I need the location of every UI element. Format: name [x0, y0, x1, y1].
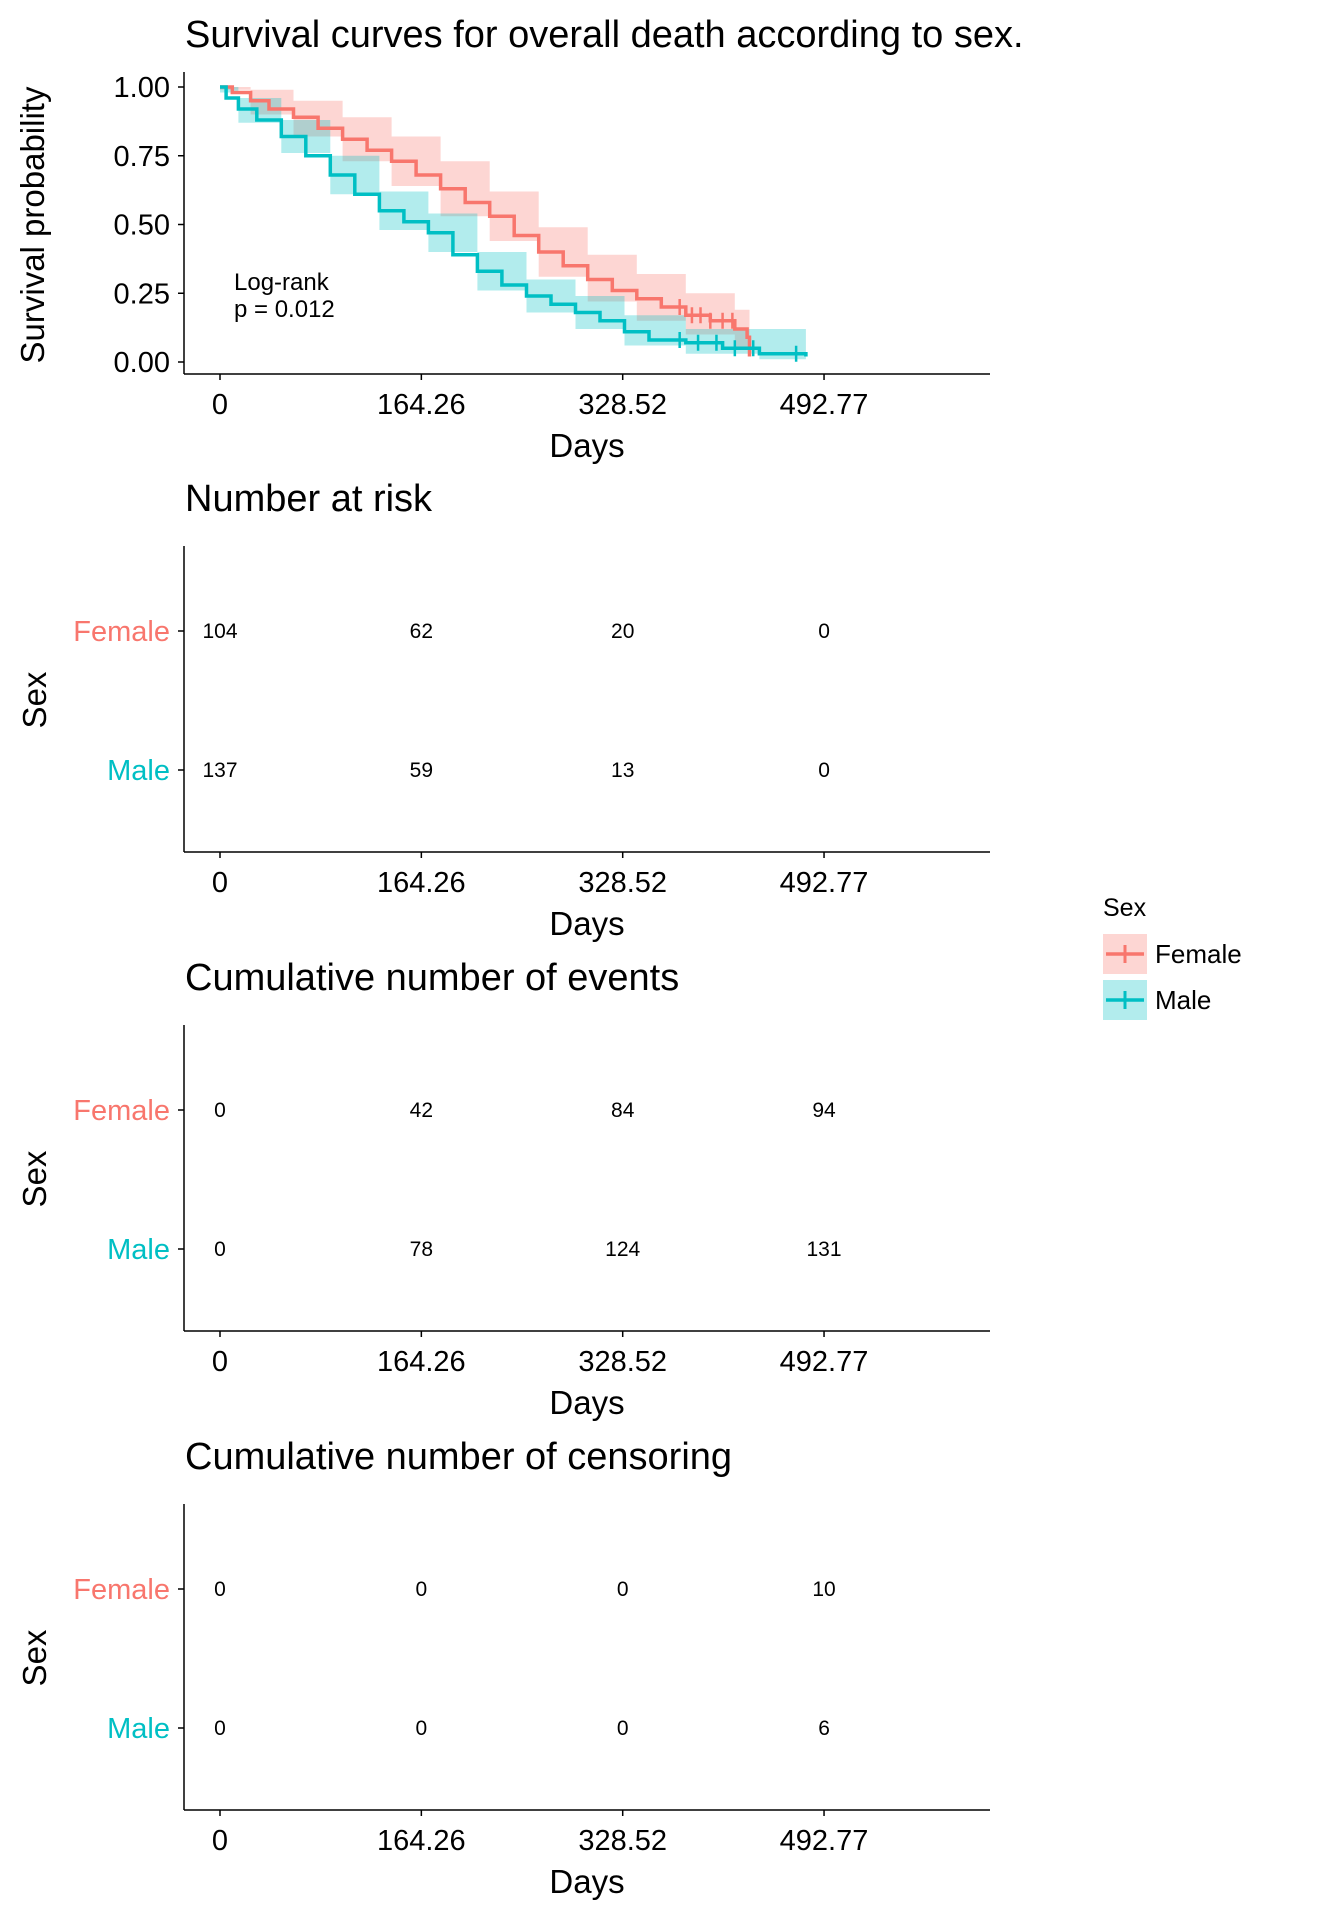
table-x-tick-label: 492.77: [780, 867, 869, 899]
legend-title: Sex: [1103, 894, 1147, 922]
table-cell: 0: [416, 1717, 428, 1740]
survival-line-female: [220, 85, 752, 357]
table-cell: 20: [611, 620, 634, 643]
table-cell: 13: [611, 759, 634, 782]
table-cell: 84: [611, 1099, 635, 1122]
table-x-axis-label: Days: [549, 905, 624, 942]
table-cell: 0: [214, 1717, 226, 1740]
table-x-tick-label: 328.52: [578, 1825, 667, 1857]
y-tick-label: 0.25: [114, 278, 170, 310]
table-x-tick-label: 0: [212, 1825, 228, 1857]
table-cell: 124: [605, 1238, 640, 1261]
table-cell: 0: [617, 1717, 629, 1740]
legend-label-male: Male: [1155, 985, 1211, 1015]
row-label-female: Female: [73, 616, 170, 648]
table-x-tick-label: 328.52: [578, 867, 667, 899]
table-title: Number at risk: [185, 478, 433, 520]
table-cell: 0: [214, 1099, 226, 1122]
row-label-male: Male: [107, 755, 170, 787]
confidence-band-female: [220, 87, 750, 362]
table-cell: 6: [818, 1717, 830, 1740]
table-x-tick-label: 164.26: [377, 867, 466, 899]
table-cell: 0: [617, 1578, 629, 1601]
table-x-axis-label: Days: [549, 1863, 624, 1900]
x-tick-label: 164.26: [377, 389, 466, 421]
table-title: Cumulative number of events: [185, 957, 679, 999]
table-x-tick-label: 0: [212, 867, 228, 899]
table-y-axis-label: Sex: [16, 1150, 53, 1207]
table-cell: 104: [202, 620, 237, 643]
row-label-female: Female: [73, 1574, 170, 1606]
y-axis-label: Survival probability: [14, 86, 51, 363]
table-cell: 94: [812, 1099, 836, 1122]
y-tick-label: 0.00: [114, 347, 170, 379]
x-tick-label: 492.77: [780, 389, 869, 421]
table-cell: 10: [812, 1578, 835, 1601]
table-cell: 0: [818, 620, 830, 643]
table-cell: 0: [818, 759, 830, 782]
table-x-tick-label: 164.26: [377, 1825, 466, 1857]
table-cell: 131: [807, 1238, 842, 1261]
table-cell: 0: [214, 1238, 226, 1261]
row-label-female: Female: [73, 1095, 170, 1127]
table-cell: 137: [202, 759, 237, 782]
table-x-tick-label: 0: [212, 1346, 228, 1378]
x-axis-label: Days: [549, 427, 624, 464]
x-tick-label: 0: [212, 389, 228, 421]
table-title: Cumulative number of censoring: [185, 1436, 732, 1478]
table-x-tick-label: 492.77: [780, 1825, 869, 1857]
table-y-axis-label: Sex: [16, 1629, 53, 1686]
table-x-axis-label: Days: [549, 1384, 624, 1421]
table-y-axis-label: Sex: [16, 671, 53, 728]
chart-title: Survival curves for overall death accord…: [185, 14, 1024, 56]
table-cell: 78: [410, 1238, 433, 1261]
row-label-male: Male: [107, 1234, 170, 1266]
p-value-label: p = 0.012: [234, 296, 335, 323]
table-cell: 42: [410, 1099, 433, 1122]
table-x-tick-label: 492.77: [780, 1346, 869, 1378]
table-cell: 0: [416, 1578, 428, 1601]
y-tick-label: 1.00: [114, 72, 170, 104]
log-rank-label: Log-rank: [234, 269, 330, 296]
table-cell: 0: [214, 1578, 226, 1601]
survival-line-male: [220, 85, 808, 357]
legend-label-female: Female: [1155, 939, 1242, 969]
table-cell: 59: [410, 759, 433, 782]
row-label-male: Male: [107, 1713, 170, 1745]
y-tick-label: 0.50: [114, 210, 170, 242]
table-cell: 62: [410, 620, 433, 643]
y-tick-label: 0.75: [114, 141, 170, 173]
table-x-tick-label: 328.52: [578, 1346, 667, 1378]
x-tick-label: 328.52: [578, 389, 667, 421]
table-x-tick-label: 164.26: [377, 1346, 466, 1378]
